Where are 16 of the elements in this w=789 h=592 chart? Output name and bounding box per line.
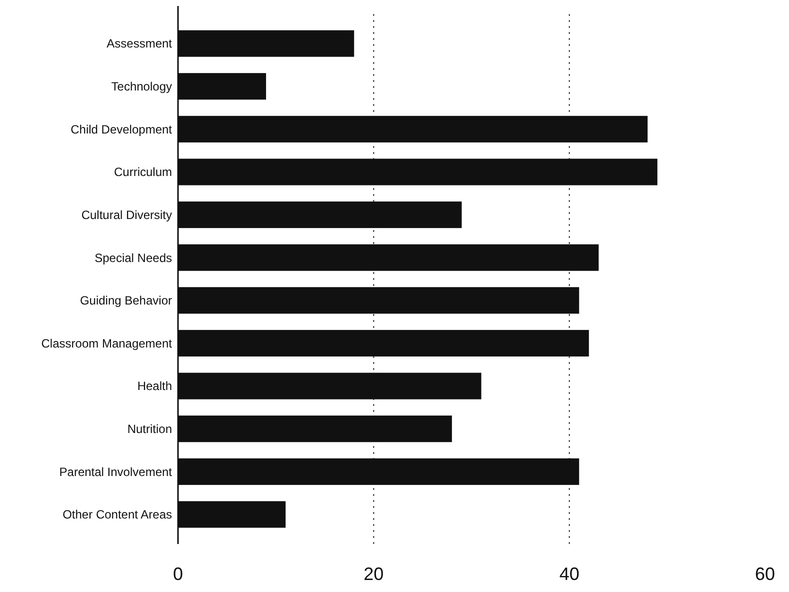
y-tick-label: Health — [137, 379, 172, 394]
x-tick-label: 20 — [364, 564, 384, 584]
y-tick-label: Curriculum — [114, 165, 172, 180]
x-tick-label: 60 — [754, 564, 776, 584]
y-tick-label: Guiding Behavior — [80, 294, 172, 308]
y-tick-label: Special Needs — [94, 250, 172, 265]
y-tick-label: Assessment — [106, 36, 173, 51]
y-tick-label: Child Development — [70, 122, 173, 136]
y-tick-label: Technology — [111, 80, 172, 94]
y-tick-label: Other Content Areas — [62, 508, 172, 522]
y-tick-label: Classroom Management — [41, 336, 173, 350]
y-tick-label: Nutrition — [127, 422, 172, 436]
x-tick-label: 0 — [172, 564, 184, 584]
x-tick-label: 40 — [559, 564, 580, 584]
y-tick-label: Parental Involvement — [59, 464, 173, 479]
y-tick-label: Cultural Diversity — [81, 208, 172, 222]
